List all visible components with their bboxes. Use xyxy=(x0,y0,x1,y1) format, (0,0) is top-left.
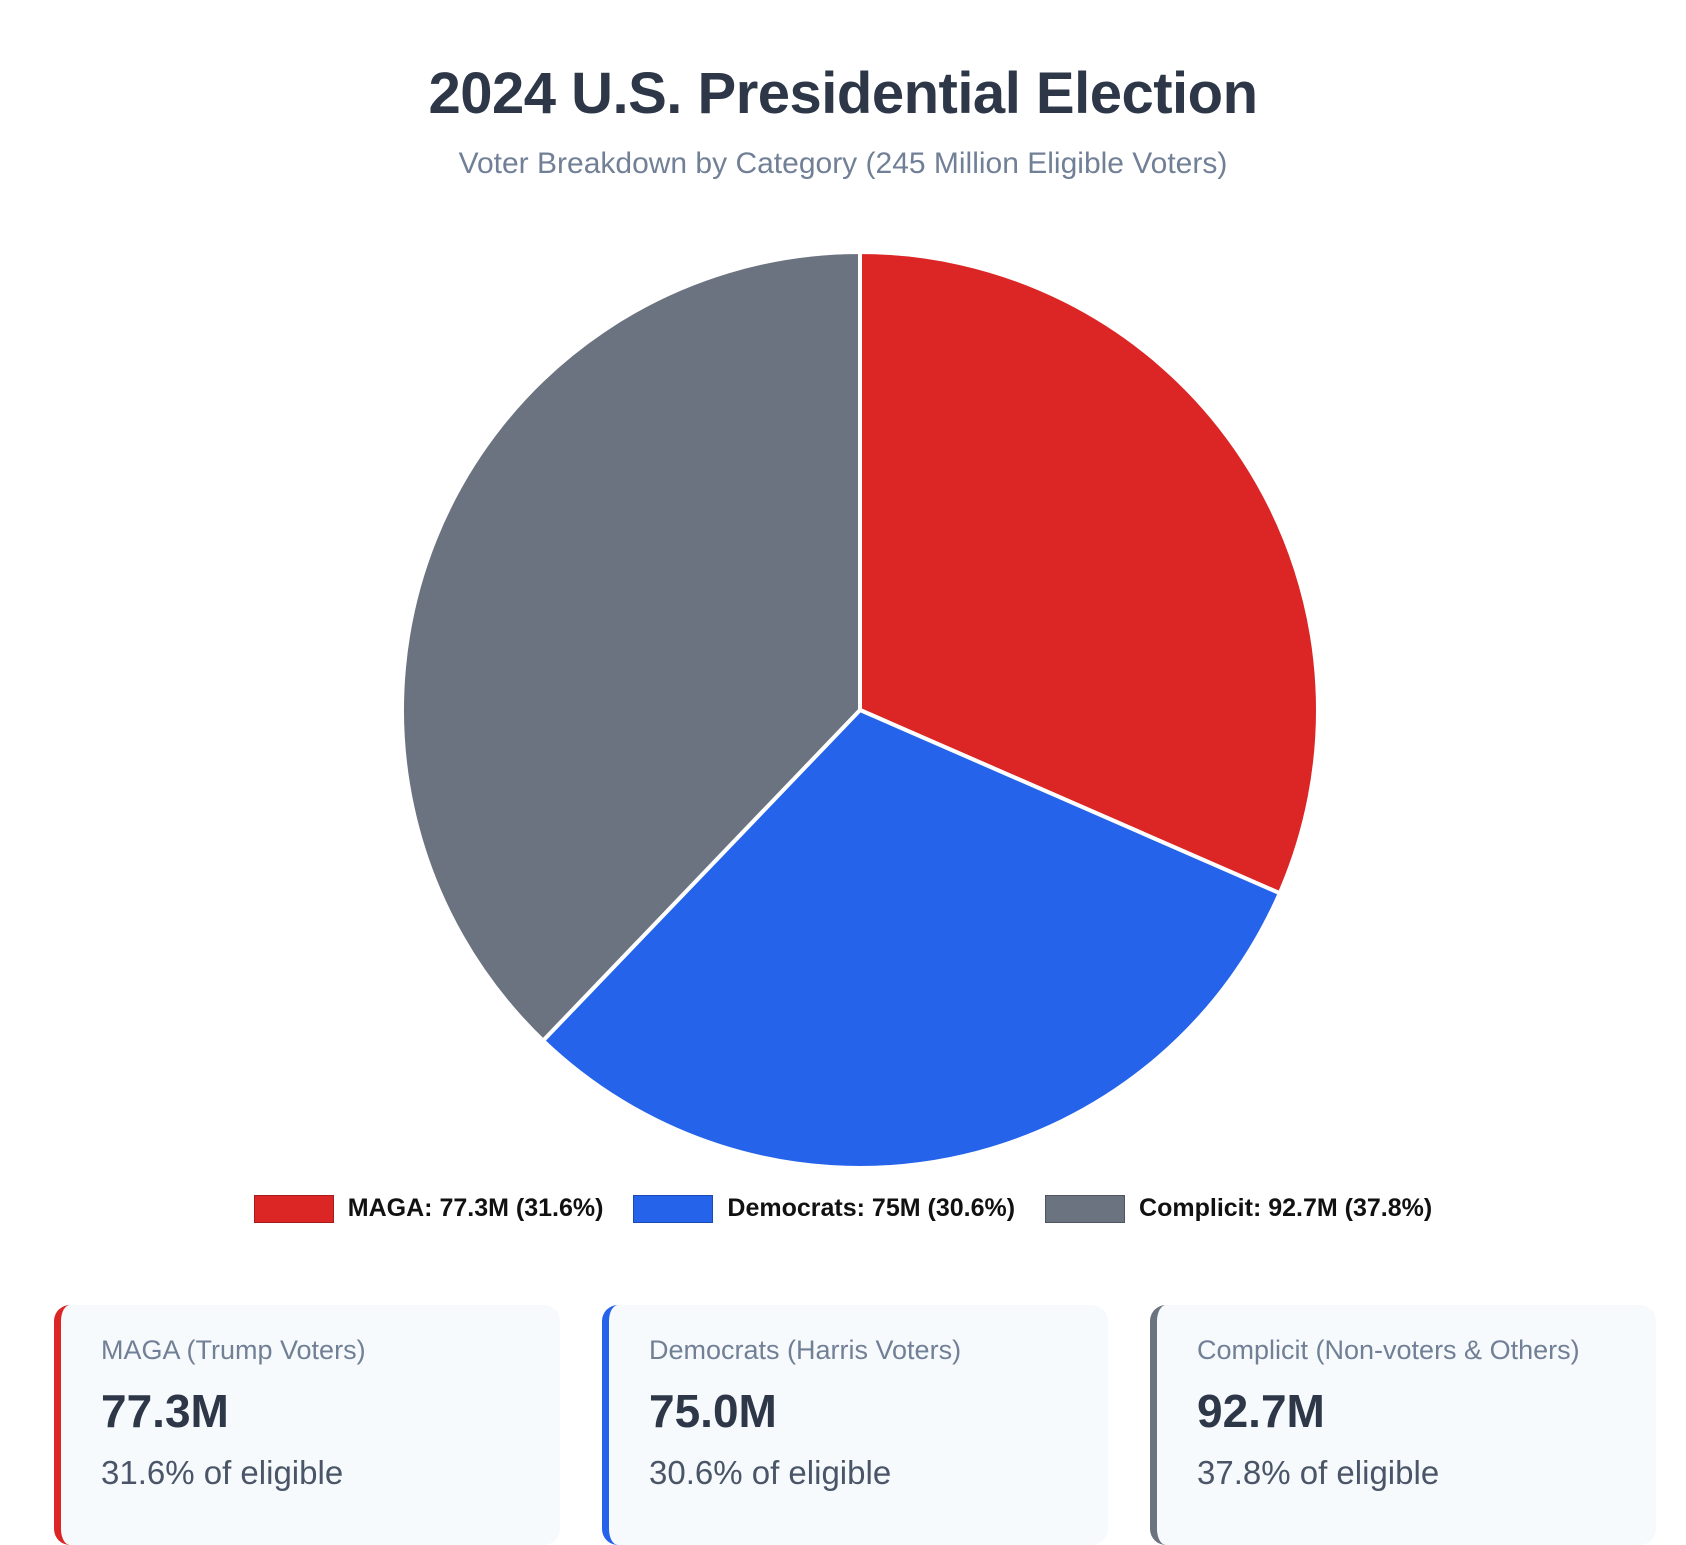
legend-swatch-democrats xyxy=(633,1194,714,1223)
legend-item-complicit[interactable]: Complicit: 92.7M (37.8%) xyxy=(1045,1194,1432,1223)
pie-slice-democrats[interactable] xyxy=(541,708,1282,1170)
chart-subtitle: Voter Breakdown by Category (245 Million… xyxy=(458,147,1228,180)
pie-slice-maga[interactable] xyxy=(858,250,1320,896)
stat-card-complicit: Complicit (Non-voters & Others) 92.7M 37… xyxy=(1150,1305,1656,1545)
stat-card-maga: MAGA (Trump Voters) 77.3M 31.6% of eligi… xyxy=(54,1305,560,1545)
stat-card-percent: 31.6% of eligible xyxy=(101,1454,344,1491)
legend-label-complicit: Complicit: 92.7M (37.8%) xyxy=(1139,1194,1433,1222)
legend-item-democrats[interactable]: Democrats: 75M (30.6%) xyxy=(633,1194,1015,1223)
legend-label-democrats: Democrats: 75M (30.6%) xyxy=(727,1194,1016,1222)
stat-card-label: Complicit (Non-voters & Others) xyxy=(1197,1335,1580,1365)
legend-swatch-complicit xyxy=(1045,1194,1126,1223)
legend-label-maga: MAGA: 77.3M (31.6%) xyxy=(347,1194,604,1222)
legend-item-maga[interactable]: MAGA: 77.3M (31.6%) xyxy=(253,1194,604,1223)
stat-card-percent: 37.8% of eligible xyxy=(1197,1454,1440,1491)
stat-card-value: 75.0M xyxy=(649,1385,777,1437)
stat-card-label: Democrats (Harris Voters) xyxy=(649,1335,962,1365)
stat-card-percent: 30.6% of eligible xyxy=(649,1454,892,1491)
pie-chart xyxy=(400,250,1320,1170)
legend-swatch-maga xyxy=(253,1194,334,1223)
chart-legend: MAGA: 77.3M (31.6%) Democrats: 75M (30.6… xyxy=(0,1194,1686,1223)
stat-cards: MAGA (Trump Voters) 77.3M 31.6% of eligi… xyxy=(54,1305,1656,1545)
stat-card-value: 77.3M xyxy=(101,1385,229,1437)
pie-slice-complicit[interactable] xyxy=(400,250,862,1043)
stat-card-label: MAGA (Trump Voters) xyxy=(101,1335,366,1365)
stat-card-democrats: Democrats (Harris Voters) 75.0M 30.6% of… xyxy=(602,1305,1108,1545)
stat-card-value: 92.7M xyxy=(1197,1385,1325,1437)
chart-title: 2024 U.S. Presidential Election xyxy=(428,61,1258,126)
